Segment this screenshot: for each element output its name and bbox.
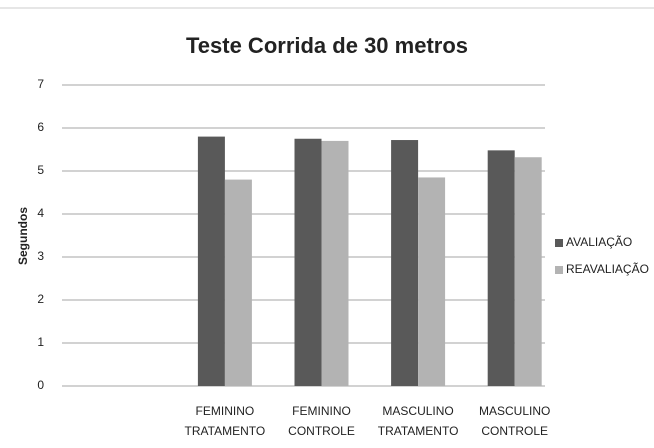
legend-swatch [555,266,563,274]
y-tick-label: 4 [37,206,44,220]
bar [294,138,322,386]
y-tick-label: 3 [37,249,44,263]
bar [418,177,446,386]
y-tick-label: 6 [37,120,44,134]
legend-label: REAVALIAÇÃO [566,262,649,276]
bar [321,140,349,386]
bar [197,136,225,386]
x-tick-label: MASCULINO TRATAMENTO [377,404,459,438]
bar [224,179,252,386]
bar [391,140,419,386]
x-tick-label: FEMININO TRATAMENTO [184,404,266,438]
x-tick-label: MASCULINO CONTROLE [479,404,551,438]
y-tick-label: 1 [37,335,44,349]
y-tick-label: 5 [37,163,44,177]
bar [487,150,515,386]
y-axis-label: Segundos [16,207,30,265]
legend-swatch [555,239,563,247]
legend-label: AVALIAÇÃO [566,235,632,249]
y-tick-label: 2 [37,292,44,306]
y-tick-label: 7 [37,77,44,91]
bar [514,157,542,386]
chart-title: Teste Corrida de 30 metros [186,33,468,58]
y-tick-label: 0 [37,378,44,392]
x-tick-label: FEMININO CONTROLE [288,404,355,438]
